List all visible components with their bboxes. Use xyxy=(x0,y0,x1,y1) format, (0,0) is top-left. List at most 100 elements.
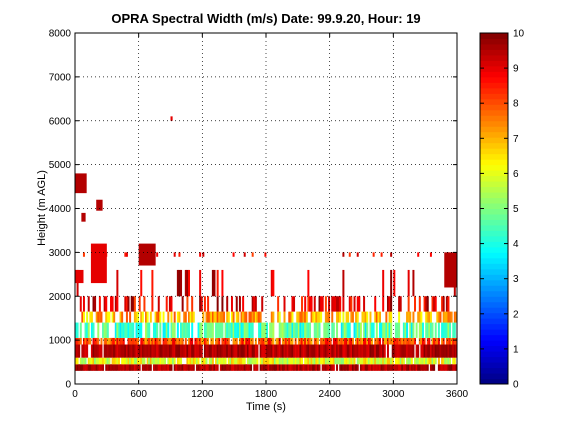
heatmap-cell xyxy=(336,344,339,358)
colorbar-step xyxy=(480,126,508,133)
heatmap-cell xyxy=(250,322,253,338)
heatmap-cell xyxy=(379,364,381,371)
heatmap-cell xyxy=(76,364,79,371)
heatmap-cell xyxy=(374,357,377,365)
heatmap-cell xyxy=(310,357,313,365)
heatmap-cell xyxy=(277,296,280,312)
heatmap-cell xyxy=(119,322,122,338)
heatmap-cell xyxy=(385,364,388,371)
heatmap-cell xyxy=(323,337,326,345)
heatmap-cell xyxy=(102,322,105,338)
colorbar-step xyxy=(480,252,508,259)
heatmap-cell xyxy=(238,364,241,371)
colorbar-step xyxy=(480,340,508,347)
heatmap-cell xyxy=(383,364,386,371)
heatmap-cell xyxy=(242,311,245,323)
heatmap-cell xyxy=(302,344,305,358)
heatmap-cell xyxy=(130,364,133,371)
heatmap-cell xyxy=(453,311,456,323)
colorbar-tick-label: 9 xyxy=(513,64,519,75)
heatmap-cell xyxy=(326,337,329,345)
heatmap-cell xyxy=(172,344,175,358)
heatmap-cell xyxy=(100,337,103,345)
heatmap-cell xyxy=(293,344,296,358)
heatmap-cell xyxy=(364,311,367,323)
heatmap-cell xyxy=(318,357,321,365)
heatmap-cell xyxy=(407,357,410,365)
colorbar-step xyxy=(480,373,508,380)
heatmap-cell xyxy=(253,296,256,312)
heatmap-cell xyxy=(191,322,194,338)
heatmap-cell xyxy=(336,337,339,345)
heatmap-cell xyxy=(167,357,170,365)
heatmap-cell xyxy=(379,357,381,365)
heatmap-cell xyxy=(305,364,308,371)
heatmap-cell xyxy=(324,357,327,365)
heatmap-cell xyxy=(210,357,213,365)
heatmap-cell xyxy=(237,364,240,371)
heatmap-cell xyxy=(445,344,448,358)
heatmap-cell xyxy=(386,322,389,338)
heatmap-cell xyxy=(391,344,394,358)
heatmap-cell xyxy=(329,337,332,345)
heatmap-cell xyxy=(261,296,264,312)
heatmap-cell xyxy=(100,311,103,323)
heatmap-cell xyxy=(135,357,138,365)
heatmap-cell xyxy=(415,364,418,371)
heatmap-cell xyxy=(431,357,434,365)
heatmap-cell xyxy=(111,364,114,371)
heatmap-cell xyxy=(304,322,307,338)
heatmap-cell xyxy=(94,364,97,371)
heatmap-cell xyxy=(291,337,294,345)
heatmap-cell xyxy=(167,322,170,338)
heatmap-cell xyxy=(339,357,342,365)
heatmap-cell xyxy=(383,322,386,338)
heatmap-cell xyxy=(409,337,412,345)
heatmap-cell xyxy=(87,337,90,345)
heatmap-cell xyxy=(396,344,399,358)
heatmap-cell xyxy=(238,344,241,358)
heatmap-cell xyxy=(340,357,343,365)
heatmap-cell xyxy=(189,337,192,345)
heatmap-cell xyxy=(375,357,378,365)
echo-cell xyxy=(170,116,173,121)
heatmap-cell xyxy=(248,337,251,345)
heatmap-cell xyxy=(207,337,210,345)
heatmap-cell xyxy=(246,322,249,338)
echo-cell xyxy=(75,173,87,194)
heatmap-cell xyxy=(266,322,268,338)
heatmap-cell xyxy=(164,344,167,358)
heatmap-cell xyxy=(388,322,391,338)
heatmap-cell xyxy=(332,296,335,312)
heatmap-cell xyxy=(385,357,388,365)
heatmap-cell xyxy=(145,337,148,345)
heatmap-cell xyxy=(154,357,157,365)
heatmap-cell xyxy=(221,357,224,365)
heatmap-cell xyxy=(92,337,95,345)
heatmap-cell xyxy=(307,269,310,297)
heatmap-cell xyxy=(332,337,335,345)
heatmap-cell xyxy=(407,269,410,297)
heatmap-cell xyxy=(409,364,412,371)
heatmap-cell xyxy=(251,322,254,338)
heatmap-cell xyxy=(442,296,445,312)
heatmap-cell xyxy=(114,357,117,365)
heatmap-cell xyxy=(113,357,116,365)
colorbar-step xyxy=(480,246,508,253)
heatmap-cell xyxy=(243,252,246,257)
heatmap-cell xyxy=(402,344,405,358)
colorbar-step xyxy=(480,318,508,325)
heatmap-cell xyxy=(428,337,431,345)
heatmap-cell xyxy=(277,364,280,371)
colorbar-tick-label: 0 xyxy=(513,380,519,391)
heatmap-cell xyxy=(246,337,249,345)
heatmap-cell xyxy=(377,337,380,345)
heatmap-cell xyxy=(285,322,288,338)
heatmap-cell xyxy=(414,296,417,312)
heatmap-cell xyxy=(361,337,364,345)
heatmap-cell xyxy=(332,357,335,365)
heatmap-cell xyxy=(149,311,152,323)
heatmap-cell xyxy=(312,357,315,365)
heatmap-cell xyxy=(353,322,356,338)
heatmap-cell xyxy=(318,311,321,323)
